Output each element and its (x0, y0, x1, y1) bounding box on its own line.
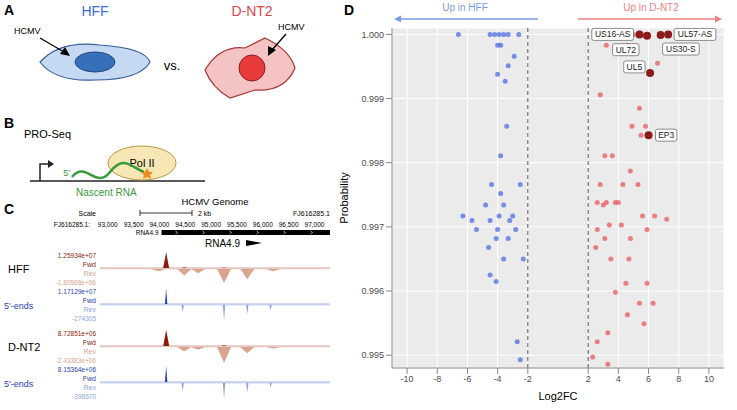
svg-text:EP3: EP3 (658, 130, 674, 140)
svg-text:-2: -2 (524, 374, 532, 384)
svg-text:D-NT2: D-NT2 (8, 341, 40, 353)
svg-text:Fwd: Fwd (83, 339, 96, 346)
svg-text:97,000: 97,000 (305, 221, 325, 228)
svg-text:1.17129e+07: 1.17129e+07 (58, 288, 97, 295)
svg-text:Rev: Rev (84, 384, 97, 391)
svg-text:HCMV: HCMV (278, 22, 305, 32)
svg-text:0.997: 0.997 (361, 222, 384, 232)
svg-text:-6: -6 (463, 374, 471, 384)
svg-text:5': 5' (63, 168, 70, 178)
svg-text:94,000: 94,000 (149, 221, 169, 228)
svg-text:6: 6 (646, 374, 651, 384)
svg-text:0.999: 0.999 (361, 94, 384, 104)
svg-text:96,500: 96,500 (279, 221, 299, 228)
svg-text:Rev: Rev (84, 348, 97, 355)
svg-text:0.998: 0.998 (361, 158, 384, 168)
svg-text:Fwd: Fwd (83, 261, 96, 268)
svg-text:0.995: 0.995 (361, 350, 384, 360)
svg-text:4: 4 (616, 374, 621, 384)
svg-text:vs.: vs. (164, 58, 181, 73)
svg-text:10: 10 (704, 374, 714, 384)
svg-text:94,500: 94,500 (175, 221, 195, 228)
svg-text:Pol II: Pol II (129, 157, 155, 169)
svg-text:-8: -8 (433, 374, 441, 384)
svg-text:Fwd: Fwd (83, 375, 96, 382)
svg-text:Rev: Rev (84, 270, 97, 277)
svg-text:C: C (4, 201, 14, 217)
svg-text:Log2FC: Log2FC (538, 390, 577, 402)
svg-text:A: A (4, 2, 14, 18)
svg-text:Scale: Scale (78, 210, 96, 217)
svg-text:8.72851e+06: 8.72851e+06 (58, 330, 97, 337)
svg-text:HCMV: HCMV (14, 26, 41, 36)
svg-text:95,000: 95,000 (201, 221, 221, 228)
svg-text:FJ616285.1:: FJ616285.1: (54, 221, 90, 228)
svg-text:2: 2 (586, 374, 591, 384)
svg-text:HFF: HFF (8, 263, 30, 275)
svg-text:HFF: HFF (81, 3, 108, 19)
svg-text:UL57-AS: UL57-AS (678, 29, 713, 39)
svg-text:RNA4.9: RNA4.9 (205, 238, 240, 249)
svg-text:Probability: Probability (338, 172, 350, 224)
svg-text:HCMV Genome: HCMV Genome (181, 196, 248, 207)
svg-text:Up in D-NT2: Up in D-NT2 (623, 2, 679, 13)
svg-text:-2.43383e+06: -2.43383e+06 (56, 357, 97, 364)
svg-text:UL5: UL5 (627, 62, 643, 72)
svg-text:US16-AS: US16-AS (595, 29, 631, 39)
svg-text:UL72: UL72 (616, 45, 637, 55)
svg-text:8: 8 (676, 374, 681, 384)
svg-text:93,000: 93,000 (98, 221, 118, 228)
svg-text:8.15364e+06: 8.15364e+06 (58, 366, 97, 373)
svg-text:Fwd: Fwd (83, 297, 96, 304)
svg-text:93,500: 93,500 (124, 221, 144, 228)
svg-text:US30-S: US30-S (666, 44, 696, 54)
svg-text:95,500: 95,500 (227, 221, 247, 228)
svg-text:RNA4.9: RNA4.9 (136, 229, 159, 236)
svg-text:1.000: 1.000 (361, 30, 384, 40)
svg-text:5'-ends: 5'-ends (4, 301, 34, 311)
svg-text:-398670: -398670 (72, 393, 96, 400)
svg-text:PRO-Seq: PRO-Seq (24, 128, 71, 140)
svg-text:-4: -4 (494, 374, 502, 384)
svg-text:Up in HFF: Up in HFF (442, 2, 488, 13)
svg-text:FJ616285.1: FJ616285.1 (293, 210, 330, 217)
svg-text:D-NT2: D-NT2 (231, 3, 272, 19)
svg-text:2 kb: 2 kb (198, 210, 211, 217)
svg-text:96,000: 96,000 (253, 221, 273, 228)
svg-text:Nascent RNA: Nascent RNA (76, 187, 137, 198)
svg-text:D: D (344, 2, 354, 18)
svg-text:-1.80568e+06: -1.80568e+06 (56, 279, 97, 286)
svg-text:B: B (4, 115, 14, 131)
svg-text:-274305: -274305 (72, 315, 96, 322)
svg-text:0.996: 0.996 (361, 286, 384, 296)
svg-text:Rev: Rev (84, 306, 97, 313)
svg-text:5'-ends: 5'-ends (4, 379, 34, 389)
svg-text:-10: -10 (401, 374, 414, 384)
svg-text:1.25934e+07: 1.25934e+07 (58, 252, 97, 259)
